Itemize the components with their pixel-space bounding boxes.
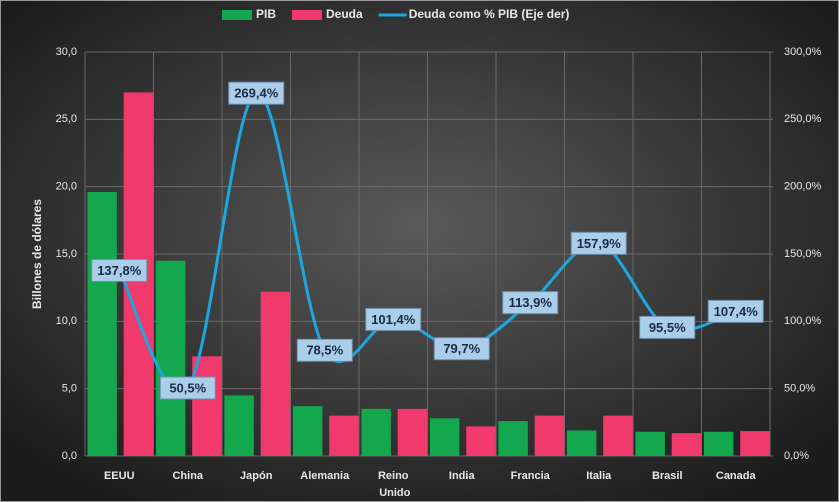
bar: [87, 192, 117, 456]
y2-tick-label: 150,0%: [784, 248, 822, 260]
bar: [224, 395, 254, 456]
legend-label: Deuda como % PIB (Eje der): [409, 7, 570, 21]
data-label-group: 50,5%: [159, 376, 216, 400]
y2-tick-label: 200,0%: [784, 181, 822, 193]
data-label-box: [502, 291, 559, 315]
data-label-box: [433, 337, 490, 361]
bar: [397, 408, 428, 456]
data-label-group: 101,4%: [365, 307, 422, 331]
data-label-box: [639, 315, 696, 339]
data-label: 113,9%: [509, 295, 553, 310]
data-label: 137,8%: [97, 263, 142, 278]
data-label-group: 269,4%: [228, 81, 285, 105]
data-label-box: [570, 231, 627, 255]
data-label-group: 113,9%: [502, 291, 559, 315]
data-label-box: [707, 299, 764, 323]
x-tick-label: EEUU: [104, 470, 135, 482]
bar: [466, 426, 496, 456]
y2-tick-label: 50,0%: [784, 383, 815, 395]
data-label-group: 79,7%: [433, 337, 490, 361]
data-label: 107,4%: [714, 304, 759, 319]
x-tick-label: Canada: [716, 470, 757, 482]
data-label: 79,7%: [443, 341, 480, 356]
data-label: 95,5%: [649, 320, 686, 335]
bar: [635, 431, 665, 456]
data-label: 101,4%: [371, 312, 416, 327]
bar: [192, 356, 222, 456]
bar: [361, 408, 391, 456]
data-label-box: [159, 376, 216, 400]
y-tick-label: 20,0: [56, 181, 77, 193]
y-axis-title: Billones de dólares: [30, 199, 44, 309]
y-tick-label: 5,0: [62, 383, 77, 395]
bar: [155, 260, 186, 456]
x-tick-label: Alemania: [300, 470, 350, 482]
x-tick-label: Reino Unido: [376, 470, 410, 499]
data-label-group: 78,5%: [296, 338, 353, 362]
bar: [498, 420, 528, 456]
data-label: 50,5%: [169, 380, 206, 395]
x-tick-label: China: [172, 470, 203, 482]
data-label: 78,5%: [306, 343, 343, 358]
y2-tick-label: 0,0%: [784, 450, 809, 462]
x-tick-label: Japón: [240, 470, 273, 482]
legend-label: Deuda: [326, 7, 363, 21]
legend-swatch: [292, 10, 323, 20]
data-label-group: 95,5%: [639, 315, 696, 339]
bar: [292, 406, 323, 456]
y2-tick-label: 250,0%: [784, 113, 822, 125]
bar: [329, 415, 359, 456]
x-tick-label: Italia: [586, 470, 612, 482]
y-tick-label: 30,0: [56, 46, 77, 58]
legend-swatch: [222, 10, 252, 20]
bar: [603, 415, 633, 456]
legend-label: PIB: [256, 7, 276, 21]
bar: [534, 415, 565, 456]
data-label-box: [91, 258, 148, 282]
bar: [566, 430, 597, 456]
y-tick-label: 0,0: [62, 450, 77, 462]
data-label-group: 107,4%: [707, 299, 764, 323]
data-label-group: 157,9%: [570, 231, 627, 255]
y2-tick-label: 300,0%: [784, 46, 822, 58]
bar: [671, 433, 702, 456]
bar: [429, 418, 460, 456]
bar: [260, 291, 291, 456]
y-tick-label: 25,0: [56, 113, 77, 125]
data-label-box: [365, 307, 422, 331]
x-tick-label: India: [449, 470, 476, 482]
y-tick-label: 15,0: [56, 248, 77, 260]
data-label: 157,9%: [577, 236, 622, 251]
data-label: 269,4%: [234, 86, 279, 101]
bar: [740, 431, 770, 456]
bar: [703, 431, 734, 456]
x-tick-label: Francia: [511, 470, 551, 482]
x-tick-label: Brasil: [652, 470, 683, 482]
data-label-box: [296, 338, 353, 362]
y2-tick-label: 100,0%: [784, 315, 822, 327]
data-label-group: 137,8%: [91, 258, 148, 282]
data-label-box: [228, 81, 285, 105]
y-tick-label: 10,0: [56, 315, 77, 327]
